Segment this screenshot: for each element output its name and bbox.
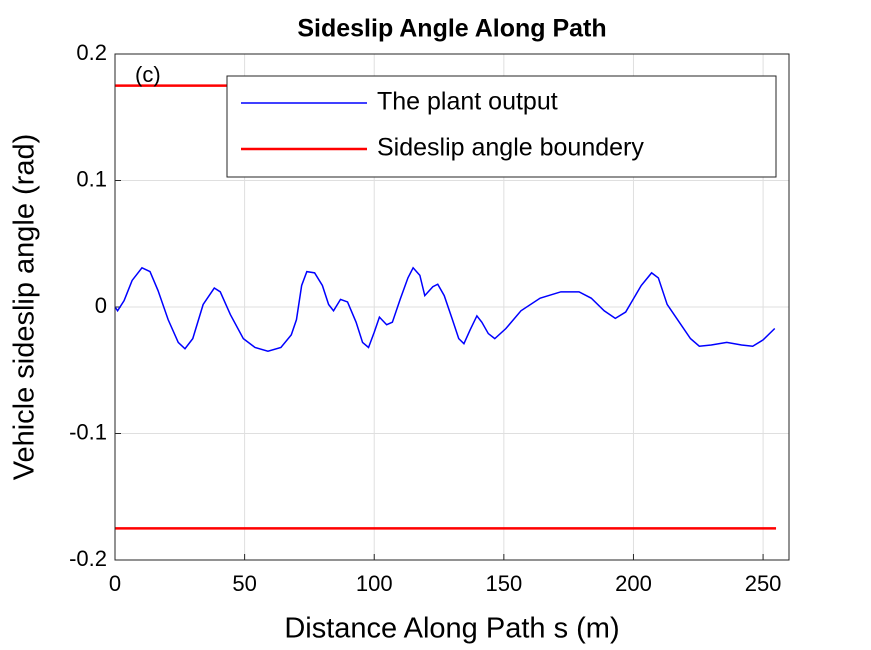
data-line [114, 266, 776, 353]
legend-label: Sideslip angle boundery [377, 134, 644, 162]
x-tick-label: 200 [615, 571, 652, 596]
y-tick-label: -0.1 [69, 419, 107, 444]
x-tick-label: 50 [232, 571, 256, 596]
x-tick-label: 150 [485, 571, 522, 596]
y-axis-label: Vehicle sideslip angle (rad) [9, 134, 41, 481]
y-tick-label: 0.2 [76, 40, 107, 65]
chart-title: Sideslip Angle Along Path [297, 15, 606, 43]
legend-box [226, 75, 777, 178]
x-tick-label: 0 [109, 571, 121, 596]
plot-frame [114, 53, 790, 561]
legend-label: The plant output [377, 88, 558, 116]
x-tick-label: 100 [356, 571, 393, 596]
y-tick-label: 0.1 [76, 166, 107, 191]
y-tick-label: -0.2 [69, 546, 107, 571]
x-axis-label: Distance Along Path s (m) [284, 613, 619, 645]
y-tick-label: 0 [95, 293, 107, 318]
annotation: (c) [135, 62, 161, 87]
x-tick-label: 250 [745, 571, 782, 596]
